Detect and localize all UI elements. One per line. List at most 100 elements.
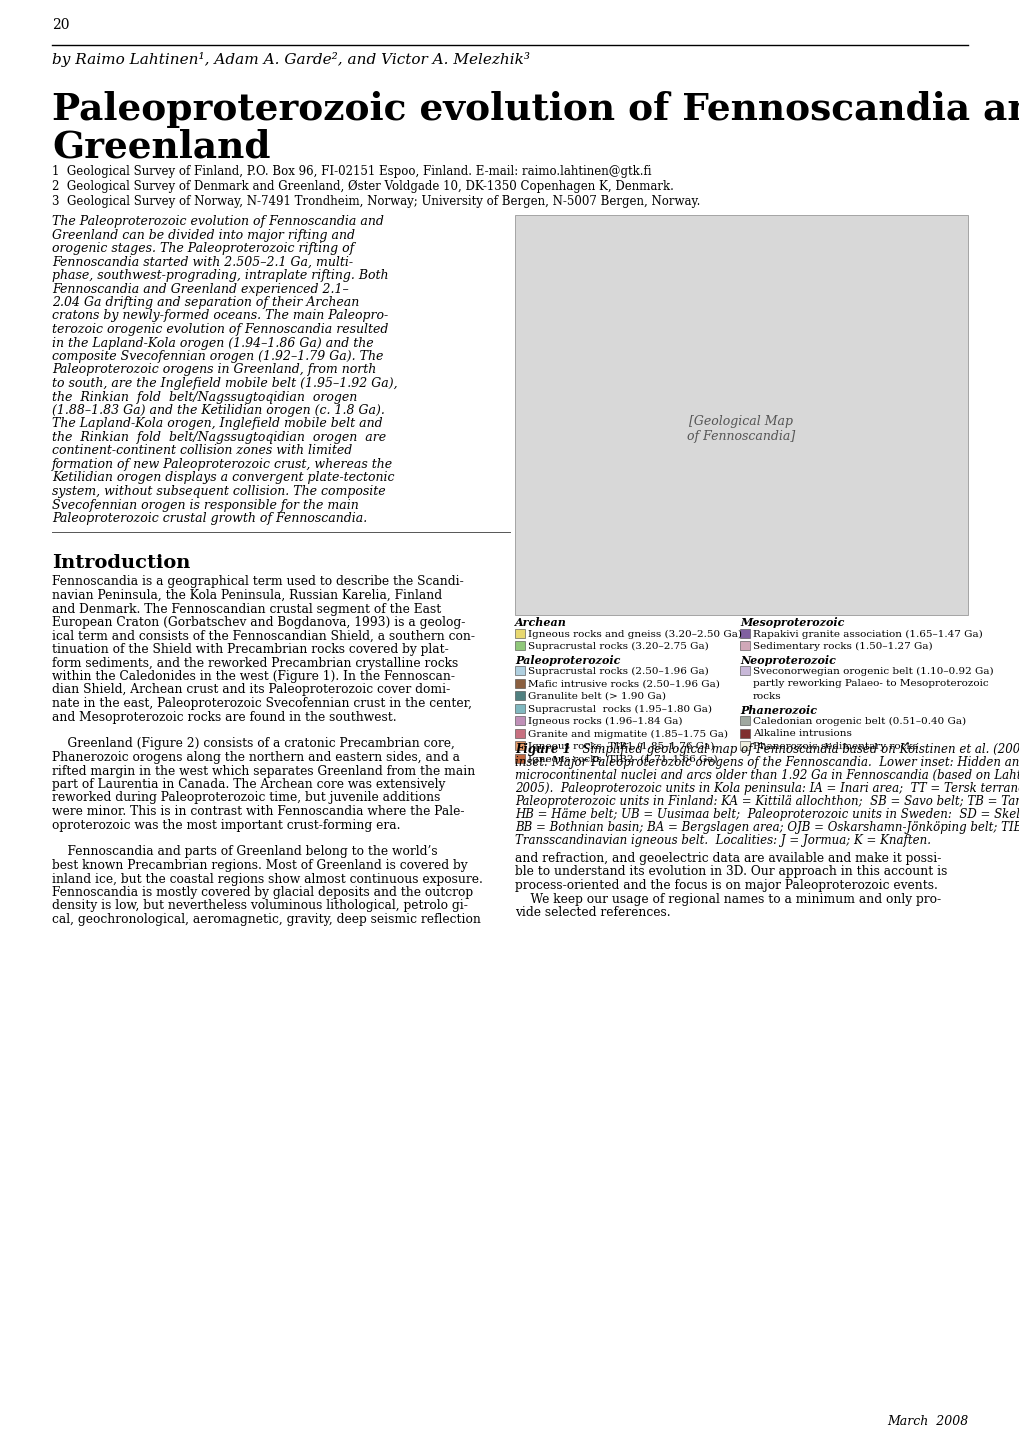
Bar — [515, 215, 967, 615]
Text: part of Laurentia in Canada. The Archean core was extensively: part of Laurentia in Canada. The Archean… — [52, 778, 445, 791]
Text: nate in the east, Paleoproterozoic Svecofennian crust in the center,: nate in the east, Paleoproterozoic Sveco… — [52, 697, 472, 710]
Text: ble to understand its evolution in 3D. Our approach in this account is: ble to understand its evolution in 3D. O… — [515, 866, 947, 879]
Text: Igneous rocks, TIB1 (1.85–1.76 Ga): Igneous rocks, TIB1 (1.85–1.76 Ga) — [528, 742, 713, 752]
Text: density is low, but nevertheless voluminous lithological, petrolo gi-: density is low, but nevertheless volumin… — [52, 899, 468, 912]
Text: 3  Geological Survey of Norway, N-7491 Trondheim, Norway; University of Bergen, : 3 Geological Survey of Norway, N-7491 Tr… — [52, 195, 700, 208]
Bar — [515, 716, 525, 724]
Text: were minor. This is in contrast with Fennoscandia where the Pale-: were minor. This is in contrast with Fen… — [52, 805, 464, 818]
Text: Fennoscandia is a geographical term used to describe the Scandi-: Fennoscandia is a geographical term used… — [52, 576, 464, 589]
Text: We keep our usage of regional names to a minimum and only pro-: We keep our usage of regional names to a… — [515, 893, 941, 906]
Text: Greenland can be divided into major rifting and: Greenland can be divided into major rift… — [52, 228, 355, 241]
Text: tinuation of the Shield with Precambrian rocks covered by plat-: tinuation of the Shield with Precambrian… — [52, 644, 448, 657]
Text: Paleoproterozoic units in Finland: KA = Kittilä allochthon;  SB = Savo belt; TB : Paleoproterozoic units in Finland: KA = … — [515, 795, 1019, 808]
Text: rocks: rocks — [752, 693, 781, 701]
Text: by Raimo Lahtinen¹, Adam A. Garde², and Victor A. Melezhik³: by Raimo Lahtinen¹, Adam A. Garde², and … — [52, 52, 530, 66]
Text: 2.04 Ga drifting and separation of their Archean: 2.04 Ga drifting and separation of their… — [52, 296, 359, 309]
Text: and Denmark. The Fennoscandian crustal segment of the East: and Denmark. The Fennoscandian crustal s… — [52, 603, 441, 616]
Text: cal, geochronological, aeromagnetic, gravity, deep seismic reflection: cal, geochronological, aeromagnetic, gra… — [52, 913, 480, 926]
Text: HB = Häme belt; UB = Uusimaa belt;  Paleoproterozoic units in Sweden:  SD = Skel: HB = Häme belt; UB = Uusimaa belt; Paleo… — [515, 808, 1019, 821]
Text: Introduction: Introduction — [52, 554, 191, 571]
Text: inset: Major Paleoproterozoic orogens of the Fennoscandia.  Lower inset: Hidden : inset: Major Paleoproterozoic orogens of… — [515, 756, 1019, 769]
Text: The Lapland-Kola orogen, Inglefield mobile belt and: The Lapland-Kola orogen, Inglefield mobi… — [52, 417, 382, 430]
Text: Sveconorwegian orogenic belt (1.10–0.92 Ga): Sveconorwegian orogenic belt (1.10–0.92 … — [752, 667, 993, 677]
Text: Neoproterozoic: Neoproterozoic — [739, 655, 835, 665]
Text: orogenic stages. The Paleoproterozoic rifting of: orogenic stages. The Paleoproterozoic ri… — [52, 242, 354, 255]
Bar — [515, 742, 525, 750]
Bar — [515, 667, 525, 675]
Text: Paleoproterozoic: Paleoproterozoic — [515, 655, 620, 665]
Text: Phanerozoic: Phanerozoic — [739, 704, 816, 716]
Text: Caledonian orogenic belt (0.51–0.40 Ga): Caledonian orogenic belt (0.51–0.40 Ga) — [752, 717, 965, 726]
Text: Paleoproterozoic crustal growth of Fennoscandia.: Paleoproterozoic crustal growth of Fenno… — [52, 512, 367, 525]
Text: Svecofennian orogen is responsible for the main: Svecofennian orogen is responsible for t… — [52, 498, 359, 511]
Text: (1.88–1.83 Ga) and the Ketilidian orogen (c. 1.8 Ga).: (1.88–1.83 Ga) and the Ketilidian orogen… — [52, 404, 384, 417]
Text: in the Lapland-Kola orogen (1.94–1.86 Ga) and the: in the Lapland-Kola orogen (1.94–1.86 Ga… — [52, 336, 373, 349]
Text: phase, southwest-prograding, intraplate rifting. Both: phase, southwest-prograding, intraplate … — [52, 268, 388, 281]
Bar — [515, 704, 525, 713]
Text: Igneous rocks and gneiss (3.20–2.50 Ga): Igneous rocks and gneiss (3.20–2.50 Ga) — [528, 629, 741, 639]
Bar — [515, 629, 525, 638]
Text: partly reworking Palaeo- to Mesoproterozoic: partly reworking Palaeo- to Mesoproteroz… — [752, 680, 987, 688]
Text: Granite and migmatite (1.85–1.75 Ga): Granite and migmatite (1.85–1.75 Ga) — [528, 730, 728, 739]
Text: Supracrustal  rocks (1.95–1.80 Ga): Supracrustal rocks (1.95–1.80 Ga) — [528, 704, 711, 714]
Text: reworked during Paleoproterozoic time, but juvenile additions: reworked during Paleoproterozoic time, b… — [52, 792, 440, 805]
Text: Phanerozoic orogens along the northern and eastern sides, and a: Phanerozoic orogens along the northern a… — [52, 750, 460, 763]
Text: Simplified geological map of Fennoscandia based on Koistinen et al. (2001).  Upp: Simplified geological map of Fennoscandi… — [575, 743, 1019, 756]
Text: continent-continent collision zones with limited: continent-continent collision zones with… — [52, 444, 352, 457]
Bar — [739, 716, 749, 724]
Bar — [739, 742, 749, 750]
Text: BB = Bothnian basin; BA = Bergslagen area; OJB = Oskarshamn-Jönköping belt; TIB : BB = Bothnian basin; BA = Bergslagen are… — [515, 821, 1019, 834]
Text: process-oriented and the focus is on major Paleoproterozoic events.: process-oriented and the focus is on maj… — [515, 879, 936, 892]
Bar — [739, 667, 749, 675]
Text: composite Svecofennian orogen (1.92–1.79 Ga). The: composite Svecofennian orogen (1.92–1.79… — [52, 351, 383, 364]
Text: Transscandinavian igneous belt.  Localities: J = Jormua; K = Knaften.: Transscandinavian igneous belt. Localiti… — [515, 834, 930, 847]
Bar — [739, 729, 749, 737]
Text: ical term and consists of the Fennoscandian Shield, a southern con-: ical term and consists of the Fennoscand… — [52, 629, 475, 642]
Text: Supracrustal rocks (3.20–2.75 Ga): Supracrustal rocks (3.20–2.75 Ga) — [528, 642, 708, 651]
Text: and refraction, and geoelectric data are available and make it possi-: and refraction, and geoelectric data are… — [515, 851, 941, 864]
Bar — [515, 729, 525, 737]
Text: Granulite belt (> 1.90 Ga): Granulite belt (> 1.90 Ga) — [528, 693, 665, 701]
Text: Mesoproterozoic: Mesoproterozoic — [739, 618, 844, 628]
Text: March  2008: March 2008 — [886, 1416, 967, 1429]
Text: Mafic intrusive rocks (2.50–1.96 Ga): Mafic intrusive rocks (2.50–1.96 Ga) — [528, 680, 719, 688]
Text: form sediments, and the reworked Precambrian crystalline rocks: form sediments, and the reworked Precamb… — [52, 657, 458, 670]
Text: Fennoscandia and Greenland experienced 2.1–: Fennoscandia and Greenland experienced 2… — [52, 283, 348, 296]
Text: Igneous rocks (1.96–1.84 Ga): Igneous rocks (1.96–1.84 Ga) — [528, 717, 682, 726]
Bar — [515, 691, 525, 700]
Text: Archean: Archean — [515, 618, 567, 628]
Text: within the Caledonides in the west (Figure 1). In the Fennoscan-: within the Caledonides in the west (Figu… — [52, 670, 454, 683]
Text: dian Shield, Archean crust and its Paleoproterozoic cover domi-: dian Shield, Archean crust and its Paleo… — [52, 684, 449, 697]
Text: 2005).  Paleoproterozoic units in Kola peninsula: IA = Inari area;  TT = Tersk t: 2005). Paleoproterozoic units in Kola pe… — [515, 782, 1019, 795]
Bar — [515, 678, 525, 687]
Text: Figure 1: Figure 1 — [515, 743, 570, 756]
Text: terozoic orogenic evolution of Fennoscandia resulted: terozoic orogenic evolution of Fennoscan… — [52, 323, 388, 336]
Text: Sedimentary rocks (1.50–1.27 Ga): Sedimentary rocks (1.50–1.27 Ga) — [752, 642, 931, 651]
Text: the  Rinkian  fold  belt/Nagssugtoqidian  orogen: the Rinkian fold belt/Nagssugtoqidian or… — [52, 391, 357, 404]
Text: microcontinental nuclei and arcs older than 1.92 Ga in Fennoscandia (based on La: microcontinental nuclei and arcs older t… — [515, 769, 1019, 782]
Text: Supracrustal rocks (2.50–1.96 Ga): Supracrustal rocks (2.50–1.96 Ga) — [528, 667, 708, 677]
Text: to south, are the Inglefield mobile belt (1.95–1.92 Ga),: to south, are the Inglefield mobile belt… — [52, 377, 397, 390]
Text: the  Rinkian  fold  belt/Nagssugtoqidian  orogen  are: the Rinkian fold belt/Nagssugtoqidian or… — [52, 431, 386, 444]
Text: Igneous rocks, TIB2  (1.71–1.66 Ga): Igneous rocks, TIB2 (1.71–1.66 Ga) — [528, 755, 717, 763]
Text: Paleoproterozoic orogens in Greenland, from north: Paleoproterozoic orogens in Greenland, f… — [52, 364, 376, 377]
Bar — [739, 641, 749, 649]
Text: formation of new Paleoproterozoic crust, whereas the: formation of new Paleoproterozoic crust,… — [52, 457, 392, 470]
Text: Paleoproterozoic evolution of Fennoscandia and: Paleoproterozoic evolution of Fennoscand… — [52, 91, 1019, 128]
Text: vide selected references.: vide selected references. — [515, 906, 669, 919]
Text: The Paleoproterozoic evolution of Fennoscandia and: The Paleoproterozoic evolution of Fennos… — [52, 215, 383, 228]
Text: Greenland (Figure 2) consists of a cratonic Precambrian core,: Greenland (Figure 2) consists of a crato… — [52, 737, 454, 750]
Text: 2  Geological Survey of Denmark and Greenland, Øster Voldgade 10, DK-1350 Copenh: 2 Geological Survey of Denmark and Green… — [52, 180, 674, 193]
Text: Ketilidian orogen displays a convergent plate-tectonic: Ketilidian orogen displays a convergent … — [52, 472, 394, 485]
Text: Fennoscandia started with 2.505–2.1 Ga, multi-: Fennoscandia started with 2.505–2.1 Ga, … — [52, 255, 353, 268]
Text: [Geological Map
of Fennoscandia]: [Geological Map of Fennoscandia] — [686, 416, 795, 443]
Text: Alkaline intrusions: Alkaline intrusions — [752, 730, 851, 739]
Text: inland ice, but the coastal regions show almost continuous exposure.: inland ice, but the coastal regions show… — [52, 873, 482, 886]
Bar — [515, 753, 525, 762]
Text: rifted margin in the west which separates Greenland from the main: rifted margin in the west which separate… — [52, 765, 475, 778]
Text: oproterozoic was the most important crust-forming era.: oproterozoic was the most important crus… — [52, 818, 400, 831]
Text: Rapakivi granite association (1.65–1.47 Ga): Rapakivi granite association (1.65–1.47 … — [752, 629, 981, 639]
Text: cratons by newly-formed oceans. The main Paleopro-: cratons by newly-formed oceans. The main… — [52, 309, 388, 322]
Text: and Mesoproterozoic rocks are found in the southwest.: and Mesoproterozoic rocks are found in t… — [52, 710, 396, 723]
Bar — [739, 629, 749, 638]
